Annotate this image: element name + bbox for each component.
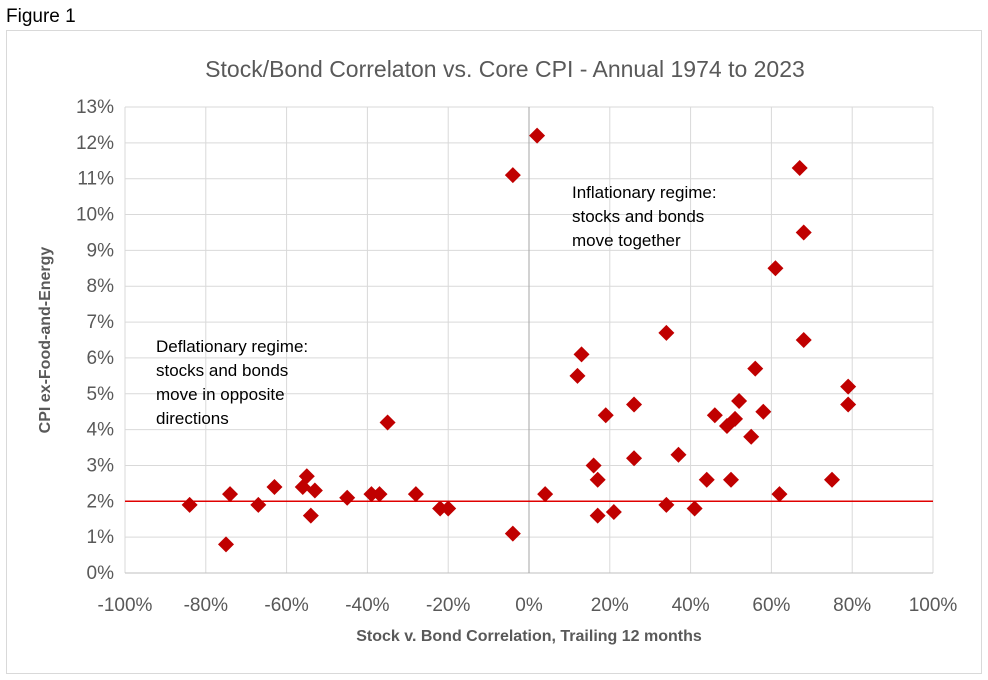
data-point	[302, 507, 319, 524]
data-point	[589, 471, 606, 488]
annotation-line: move in opposite	[156, 385, 285, 404]
y-tick-label: 5%	[87, 384, 115, 405]
y-tick-label: 8%	[87, 276, 115, 297]
x-axis-label: Stock v. Bond Correlation, Trailing 12 m…	[356, 628, 702, 645]
data-point	[767, 260, 784, 277]
data-point	[504, 525, 521, 542]
deflationary-annotation: Deflationary regime: stocks and bonds move…	[156, 337, 308, 428]
y-tick-label: 4%	[87, 420, 115, 441]
tick-labels: 0% 1% 2% 3% 4% 5% 6% 7% 8% 9% 10% 11% 12% 13% -100% -80…	[76, 97, 957, 616]
data-point	[432, 500, 449, 517]
annotation-line: stocks and bonds	[156, 361, 288, 380]
data-point	[658, 324, 675, 341]
x-tick-label: 60%	[752, 595, 790, 616]
data-point	[747, 360, 764, 377]
data-point	[731, 392, 748, 409]
data-point	[407, 486, 424, 503]
data-point	[824, 471, 840, 488]
axes	[125, 107, 933, 574]
data-point	[670, 446, 687, 463]
y-axis-label: CPI ex-Food-and-Energy	[37, 247, 54, 434]
data-point	[222, 486, 239, 503]
x-tick-label: 100%	[909, 595, 958, 616]
data-point	[686, 500, 703, 517]
x-tick-label: -40%	[345, 595, 389, 616]
inflationary-annotation: Inflationary regime: stocks and bonds move…	[572, 183, 717, 250]
data-point	[795, 332, 812, 348]
y-tick-label: 7%	[87, 312, 115, 333]
y-tick-label: 6%	[87, 348, 115, 369]
data-point	[706, 407, 723, 424]
figure-label: Figure 1	[6, 6, 76, 27]
data-point	[743, 428, 760, 445]
data-point	[840, 396, 857, 413]
data-point	[339, 489, 356, 506]
data-point	[298, 468, 315, 485]
data-point	[771, 486, 788, 503]
data-point	[727, 410, 744, 427]
annotation-line: Deflationary regime:	[156, 337, 308, 356]
annotation-line: Inflationary regime:	[572, 183, 717, 202]
y-tick-label: 13%	[76, 97, 114, 118]
x-tick-label: 0%	[515, 595, 543, 616]
data-point	[440, 500, 457, 517]
y-tick-label: 1%	[87, 527, 115, 548]
data-point	[306, 482, 323, 499]
data-point	[840, 378, 857, 395]
y-tick-label: 3%	[87, 455, 115, 476]
data-point	[658, 496, 675, 513]
data-point	[698, 471, 715, 488]
data-points	[181, 127, 857, 553]
x-tick-label: -100%	[98, 595, 153, 616]
data-point	[755, 403, 772, 420]
y-tick-label: 10%	[76, 205, 114, 226]
data-point	[266, 478, 283, 495]
x-tick-label: 20%	[591, 595, 629, 616]
data-point	[371, 486, 388, 503]
data-point	[181, 496, 198, 513]
x-tick-label: -60%	[264, 595, 308, 616]
x-tick-label: 40%	[672, 595, 710, 616]
data-point	[504, 167, 521, 184]
y-tick-label: 9%	[87, 240, 115, 261]
x-tick-label: -20%	[426, 595, 470, 616]
y-tick-label: 11%	[77, 169, 114, 190]
data-point	[573, 346, 590, 363]
annotation-line: directions	[156, 409, 229, 428]
x-tick-label: -80%	[184, 595, 228, 616]
data-point	[569, 367, 586, 384]
data-point	[791, 159, 808, 176]
data-point	[626, 450, 643, 467]
y-tick-label: 2%	[87, 491, 115, 512]
data-point	[379, 414, 396, 431]
chart-title: Stock/Bond Correlaton vs. Core CPI - Ann…	[205, 56, 805, 82]
data-point	[626, 396, 643, 413]
annotation-line: move together	[572, 231, 681, 250]
data-point	[585, 457, 602, 474]
data-point	[605, 504, 622, 521]
data-point	[363, 486, 380, 503]
data-point	[537, 486, 554, 503]
data-point	[723, 471, 739, 488]
y-tick-label: 0%	[87, 563, 115, 584]
data-point	[597, 407, 614, 424]
data-point	[218, 536, 234, 553]
data-point	[589, 507, 606, 524]
data-point	[250, 496, 267, 513]
annotation-line: stocks and bonds	[572, 207, 704, 226]
chart-frame	[6, 30, 982, 674]
annotations: Deflationary regime: stocks and bonds move…	[156, 183, 717, 428]
data-point	[795, 224, 812, 241]
data-point	[529, 127, 546, 144]
y-tick-label: 12%	[76, 133, 114, 154]
x-tick-label: 80%	[833, 595, 871, 616]
